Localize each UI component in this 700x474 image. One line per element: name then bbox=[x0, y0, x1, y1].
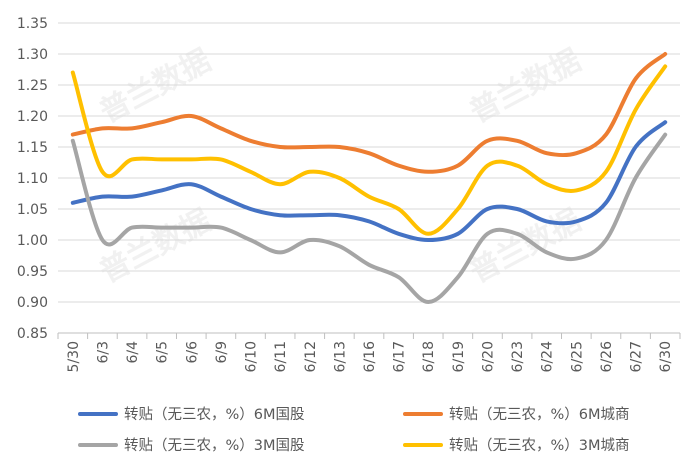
x-tick-label: 6/23 bbox=[510, 341, 526, 372]
x-tick-label: 6/19 bbox=[451, 341, 467, 372]
x-tick-label: 6/11 bbox=[273, 341, 289, 372]
x-tick-label: 6/9 bbox=[214, 341, 230, 364]
y-tick-label: 0.85 bbox=[17, 326, 48, 342]
x-tick-label: 6/12 bbox=[303, 341, 319, 372]
y-tick-label: 1.25 bbox=[17, 78, 48, 94]
x-tick-label: 6/25 bbox=[569, 341, 585, 372]
y-axis: 1.35 1.30 1.25 1.20 1.15 1.10 1.05 1.00 0.95 0.90… bbox=[17, 16, 48, 342]
x-tick-label: 6/24 bbox=[540, 341, 556, 373]
x-axis: 5/30 6/3 6/4 6/5 6/6 6/9 6/10 6/11 6/12 6/13 6/16 6… bbox=[57, 332, 681, 373]
legend-label: 转贴（无三农，%）6M城商 bbox=[449, 406, 630, 423]
x-tick-label: 6/20 bbox=[480, 341, 496, 372]
watermark-text: 普兰数据 bbox=[464, 43, 586, 130]
x-tick-label: 6/16 bbox=[362, 341, 378, 373]
x-tick-label: 6/3 bbox=[95, 341, 111, 364]
x-tick-label: 6/30 bbox=[658, 341, 674, 372]
series-lines bbox=[70, 52, 668, 304]
watermark-text: 普兰数据 bbox=[464, 203, 586, 290]
x-tick-label: 6/10 bbox=[244, 341, 260, 372]
y-tick-label: 1.30 bbox=[17, 47, 48, 63]
x-tick-label: 6/4 bbox=[125, 341, 141, 364]
y-tick-label: 1.05 bbox=[17, 202, 48, 218]
x-tick-label: 6/27 bbox=[629, 341, 645, 372]
legend-label: 转贴（无三农，%）3M城商 bbox=[449, 437, 630, 454]
series-line-2 bbox=[70, 52, 668, 174]
x-tick-label: 5/30 bbox=[66, 341, 82, 372]
x-tick-label: 6/26 bbox=[599, 341, 615, 373]
watermark-text: 普兰数据 bbox=[94, 203, 216, 290]
y-tick-label: 0.90 bbox=[17, 295, 48, 311]
series-line-4 bbox=[70, 64, 668, 236]
y-tick-label: 1.15 bbox=[17, 140, 48, 156]
y-tick-label: 1.00 bbox=[17, 233, 48, 249]
x-tick-label: 6/6 bbox=[184, 341, 200, 364]
x-tick-label: 6/18 bbox=[421, 341, 437, 372]
y-tick-label: 1.20 bbox=[17, 109, 48, 125]
series-line-3 bbox=[70, 132, 668, 304]
x-tick-label: 6/13 bbox=[332, 341, 348, 372]
x-tick-label: 6/5 bbox=[155, 341, 171, 364]
y-tick-label: 1.10 bbox=[17, 171, 48, 187]
y-tick-label: 1.35 bbox=[17, 16, 48, 32]
series-line-1 bbox=[70, 120, 668, 242]
x-tick-label: 6/17 bbox=[392, 341, 408, 372]
legend-label: 转贴（无三农，%）6M国股 bbox=[124, 406, 305, 423]
legend-label: 转贴（无三农，%）3M国股 bbox=[124, 437, 305, 454]
y-tick-label: 0.95 bbox=[17, 264, 48, 280]
